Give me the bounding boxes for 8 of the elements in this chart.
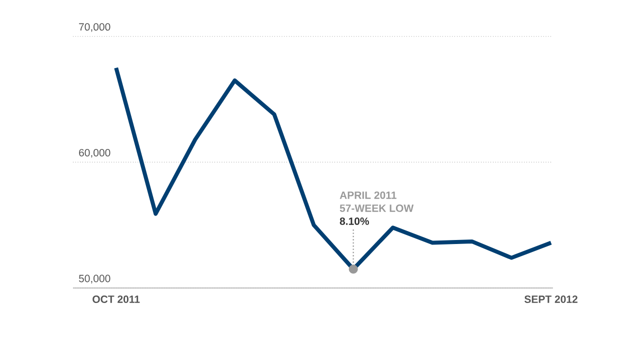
x-tick-label: OCT 2011 <box>92 296 140 303</box>
annotation: 8.10% <box>340 218 370 225</box>
annotation: 57-WEEK LOW <box>340 204 414 212</box>
y-tick-label: 60,000 <box>79 148 110 158</box>
y-tick-label: 70,000 <box>79 23 110 32</box>
x-tick-label: SEPT 2012 <box>524 296 578 303</box>
y-tick-label: 50,000 <box>78 274 110 284</box>
annotation: APRIL 2011 <box>340 192 396 199</box>
